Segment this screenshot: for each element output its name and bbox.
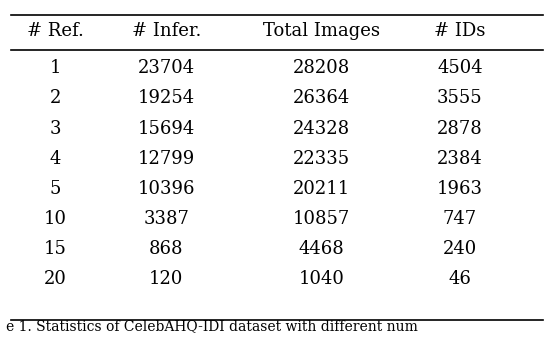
Text: 4504: 4504 bbox=[437, 60, 483, 77]
Text: 868: 868 bbox=[149, 240, 183, 258]
Text: 24328: 24328 bbox=[293, 120, 350, 137]
Text: e 1. Statistics of CelebAHQ-IDI dataset with different num: e 1. Statistics of CelebAHQ-IDI dataset … bbox=[6, 319, 417, 333]
Text: 747: 747 bbox=[443, 210, 477, 228]
Text: # Ref.: # Ref. bbox=[27, 22, 84, 40]
Text: Total Images: Total Images bbox=[263, 22, 380, 40]
Text: 1040: 1040 bbox=[299, 270, 344, 288]
Text: 4468: 4468 bbox=[299, 240, 344, 258]
Text: 20: 20 bbox=[44, 270, 67, 288]
Text: 3: 3 bbox=[50, 120, 61, 137]
Text: 15694: 15694 bbox=[137, 120, 195, 137]
Text: 240: 240 bbox=[443, 240, 477, 258]
Text: 2: 2 bbox=[50, 90, 61, 107]
Text: 1963: 1963 bbox=[437, 180, 483, 198]
Text: 26364: 26364 bbox=[293, 90, 350, 107]
Text: 12799: 12799 bbox=[137, 150, 195, 168]
Text: # Infer.: # Infer. bbox=[131, 22, 201, 40]
Text: 4: 4 bbox=[50, 150, 61, 168]
Text: 19254: 19254 bbox=[137, 90, 195, 107]
Text: 1: 1 bbox=[50, 60, 61, 77]
Text: 10396: 10396 bbox=[137, 180, 195, 198]
Text: 10857: 10857 bbox=[293, 210, 350, 228]
Text: 28208: 28208 bbox=[293, 60, 350, 77]
Text: 2878: 2878 bbox=[437, 120, 483, 137]
Text: 23704: 23704 bbox=[137, 60, 195, 77]
Text: 15: 15 bbox=[44, 240, 67, 258]
Text: 22335: 22335 bbox=[293, 150, 350, 168]
Text: 20211: 20211 bbox=[293, 180, 350, 198]
Text: 10: 10 bbox=[44, 210, 67, 228]
Text: 46: 46 bbox=[448, 270, 471, 288]
Text: 3555: 3555 bbox=[437, 90, 483, 107]
Text: 2384: 2384 bbox=[437, 150, 483, 168]
Text: 120: 120 bbox=[149, 270, 183, 288]
Text: # IDs: # IDs bbox=[434, 22, 485, 40]
Text: 5: 5 bbox=[50, 180, 61, 198]
Text: 3387: 3387 bbox=[143, 210, 189, 228]
